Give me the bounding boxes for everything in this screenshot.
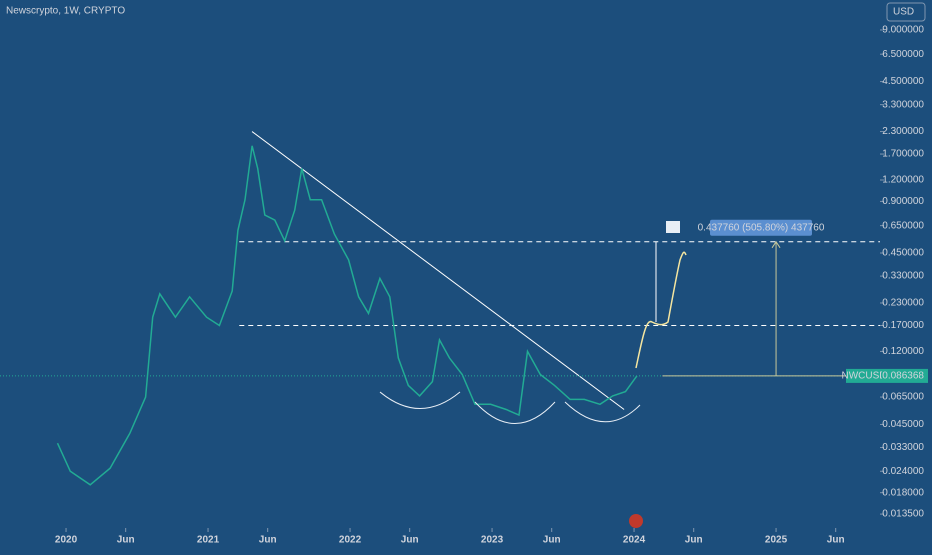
x-tick-label: Jun xyxy=(827,535,845,546)
measure-label-box xyxy=(710,219,812,236)
y-tick-label: 0.045000 xyxy=(882,419,924,430)
measure-label: 0.437760 (505.80%) 437760 xyxy=(698,222,825,233)
trendline xyxy=(251,131,625,410)
x-tick-label: Jun xyxy=(685,535,703,546)
x-tick-label: Jun xyxy=(543,535,561,546)
x-tick-label: 2023 xyxy=(481,535,504,546)
cup-arc xyxy=(379,391,461,409)
x-tick-label: 2024 xyxy=(623,535,646,546)
y-tick-label: 0.330000 xyxy=(882,271,924,282)
price-tag xyxy=(882,368,928,383)
measure-head xyxy=(771,240,781,249)
y-tick-label: 0.650000 xyxy=(882,220,924,231)
y-tick-label: 0.120000 xyxy=(882,346,924,357)
y-tick-label: 0.170000 xyxy=(882,320,924,331)
x-tick-label: 2020 xyxy=(55,535,78,546)
currency-label[interactable]: USD xyxy=(893,7,914,18)
cup-arc xyxy=(564,401,641,423)
x-tick-label: 2022 xyxy=(339,535,362,546)
x-tick-label: Jun xyxy=(401,535,419,546)
y-tick-label: 0.033000 xyxy=(882,442,924,453)
y-tick-label: 0.018000 xyxy=(882,487,924,498)
y-tick-label: 0.013500 xyxy=(882,509,924,520)
x-tick-label: 2025 xyxy=(765,535,788,546)
y-tick-label: 6.500000 xyxy=(882,49,924,60)
cup-arc xyxy=(474,401,556,424)
symbol-label: NWCUSD xyxy=(842,371,887,382)
y-tick-label: 0.900000 xyxy=(882,196,924,207)
x-tick-label: Jun xyxy=(259,535,277,546)
projection-sketch xyxy=(635,251,687,369)
symbol-tag xyxy=(846,368,882,383)
chart-title: Newscrypto, 1W, CRYPTO xyxy=(6,6,125,17)
y-tick-label: 2.300000 xyxy=(882,126,924,137)
event-icon xyxy=(629,514,643,528)
y-tick-label: 1.700000 xyxy=(882,149,924,160)
y-tick-label: 3.300000 xyxy=(882,99,924,110)
price-line-series xyxy=(56,145,638,486)
y-tick-label: 1.200000 xyxy=(882,175,924,186)
y-tick-label: 0.065000 xyxy=(882,392,924,403)
y-tick-label: 0.450000 xyxy=(882,248,924,259)
y-tick-label: 0.230000 xyxy=(882,298,924,309)
x-tick-label: Jun xyxy=(117,535,135,546)
price-label: 0.086368 xyxy=(882,371,924,382)
currency-button[interactable] xyxy=(886,2,926,22)
target-flag xyxy=(666,221,680,233)
x-tick-label: 2021 xyxy=(197,535,220,546)
y-tick-label: 0.024000 xyxy=(882,466,924,477)
y-tick-label: 4.500000 xyxy=(882,76,924,87)
cup-arcs xyxy=(379,391,641,424)
plot-layer: 9.000000 6.500000 4.500000 3.300000 2.300000… xyxy=(0,25,928,546)
y-tick-label: 9.000000 xyxy=(882,25,924,36)
